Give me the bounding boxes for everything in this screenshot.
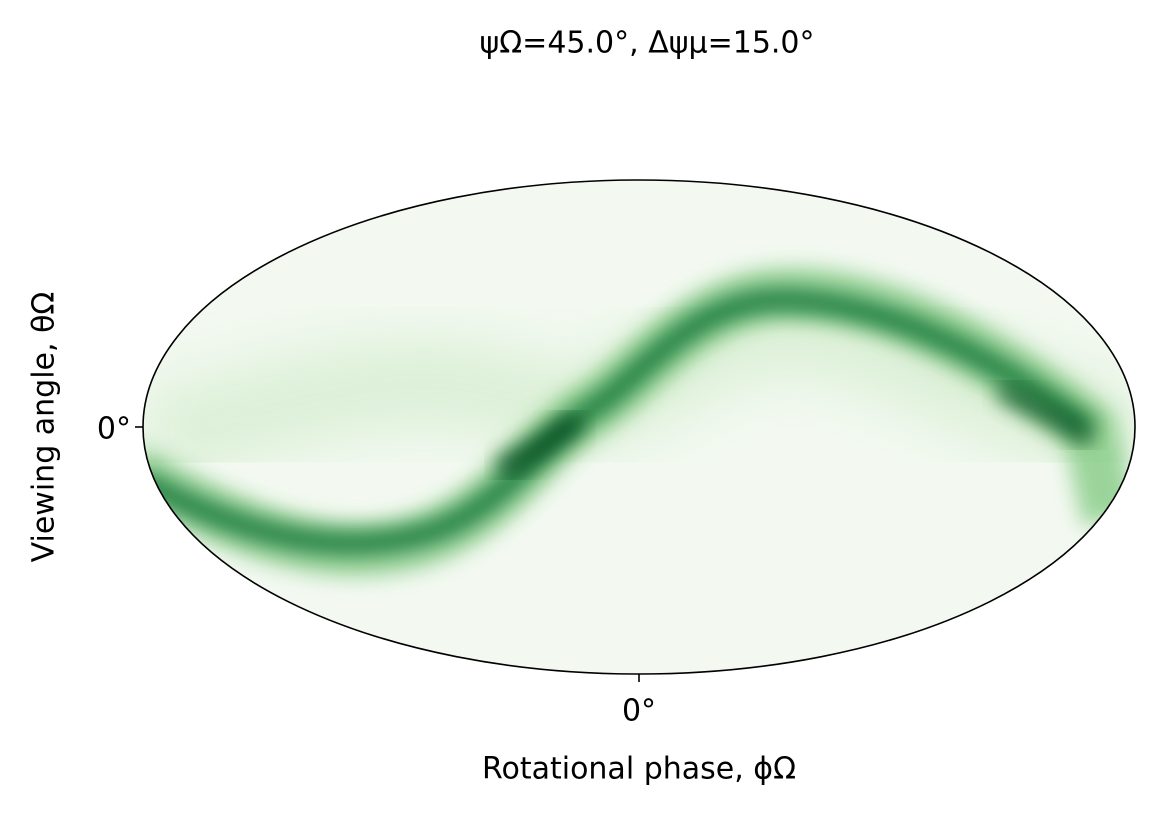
y-tick-label: 0° [97,412,131,447]
chart-title: ψΩ=45.0°, Δψμ=15.0° [479,26,814,61]
y-axis-label: Viewing angle, θΩ [27,292,62,563]
density-band [143,267,1135,577]
x-axis-label: Rotational phase, ϕΩ [482,752,796,787]
x-tick-label: 0° [622,694,656,729]
density-map [143,180,1135,674]
